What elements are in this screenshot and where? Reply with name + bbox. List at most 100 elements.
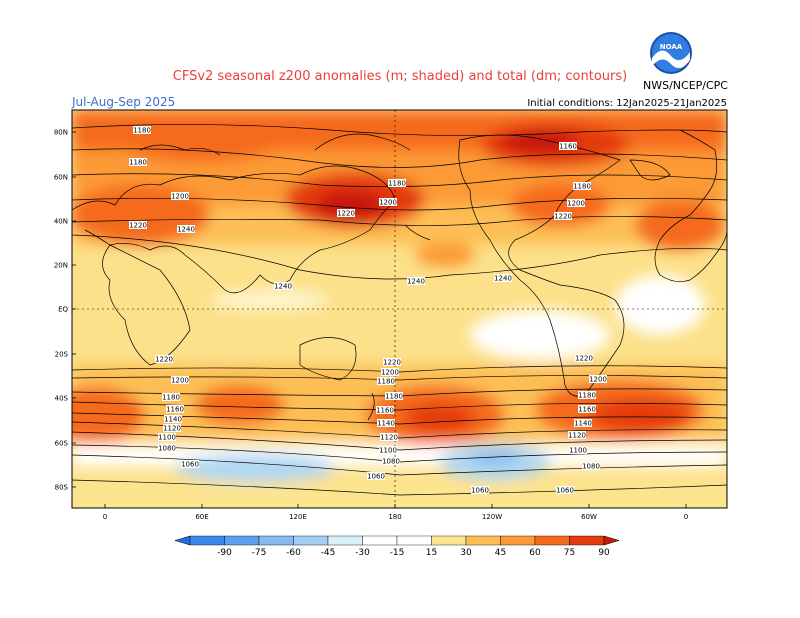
colorbar-label: 30 bbox=[460, 548, 472, 558]
contour-label: 1220 bbox=[575, 355, 593, 363]
contour-label: 1120 bbox=[380, 434, 398, 442]
colorbar-label: 90 bbox=[598, 548, 610, 558]
lon-tick-label: 120W bbox=[482, 513, 502, 521]
lon-tick-label: 180 bbox=[388, 513, 401, 521]
contour-label: 1200 bbox=[381, 369, 399, 377]
contour-label: 1180 bbox=[578, 392, 596, 400]
contour-label: 1160 bbox=[559, 143, 577, 151]
contour-label: 1200 bbox=[589, 376, 607, 384]
noaa-logo-icon: NOAA bbox=[650, 32, 692, 74]
contour-label: 1200 bbox=[171, 193, 189, 201]
lat-tick-label: 20N bbox=[54, 262, 68, 270]
map-area bbox=[72, 110, 727, 508]
colorbar-segment bbox=[500, 535, 536, 546]
contour-label: 1100 bbox=[569, 447, 587, 455]
colorbar-segment bbox=[327, 535, 363, 546]
colorbar-segment bbox=[431, 535, 467, 546]
colorbar-label: -45 bbox=[321, 548, 336, 558]
contour-label: 1200 bbox=[379, 199, 397, 207]
contour-label: 1180 bbox=[133, 127, 151, 135]
colorbar-right-arrow bbox=[603, 535, 620, 546]
colorbar-labels: -90 -75 -60 -45 -30 -15 15 30 45 60 75 90 bbox=[217, 548, 610, 558]
colorbar-segment bbox=[534, 535, 570, 546]
colorbar-label: -75 bbox=[252, 548, 267, 558]
lat-tick-label: EQ bbox=[58, 306, 68, 314]
forecast-period: Jul-Aug-Sep 2025 bbox=[71, 95, 175, 109]
colorbar-segment bbox=[293, 535, 329, 546]
colorbar-segment bbox=[465, 535, 501, 546]
colorbar-label: -15 bbox=[390, 548, 405, 558]
lat-tick-label: 20S bbox=[55, 351, 69, 359]
lat-tick-label: 60N bbox=[54, 174, 68, 182]
colorbar-label: 45 bbox=[495, 548, 506, 558]
contour-label: 1080 bbox=[382, 458, 400, 466]
contour-label: 1180 bbox=[385, 393, 403, 401]
colorbar-segment bbox=[362, 535, 398, 546]
contour-label: 1180 bbox=[162, 394, 180, 402]
colorbar-label: 15 bbox=[426, 548, 437, 558]
figure-title: CFSv2 seasonal z200 anomalies (m; shaded… bbox=[173, 69, 627, 84]
contour-label: 1140 bbox=[164, 416, 182, 424]
contour-label: 1200 bbox=[171, 377, 189, 385]
grid-lines bbox=[72, 110, 727, 508]
lat-tick-label: 80N bbox=[54, 129, 68, 137]
colorbar-label: -30 bbox=[355, 548, 370, 558]
colorbar-segment bbox=[224, 535, 260, 546]
contour-label: 1160 bbox=[166, 406, 184, 414]
svg-text:NOAA: NOAA bbox=[660, 43, 683, 51]
contour-label: 1220 bbox=[554, 213, 572, 221]
contour-label: 1180 bbox=[129, 159, 147, 167]
contour-label: 1220 bbox=[155, 356, 173, 364]
colorbar-label: -60 bbox=[286, 548, 301, 558]
contour-label: 1060 bbox=[367, 473, 385, 481]
lon-tick-label: 60W bbox=[581, 513, 597, 521]
lat-tick-label: 80S bbox=[55, 484, 69, 492]
contour-label: 1160 bbox=[578, 406, 596, 414]
lon-tick-label: 0 bbox=[684, 513, 688, 521]
colorbar-label: 60 bbox=[529, 548, 541, 558]
contour-label: 1160 bbox=[376, 407, 394, 415]
contour-label: 1180 bbox=[377, 378, 395, 386]
contour-label: 1180 bbox=[573, 183, 591, 191]
colorbar-segment bbox=[258, 535, 294, 546]
contour-label: 1140 bbox=[574, 420, 592, 428]
contour-label: 1220 bbox=[383, 359, 401, 367]
lat-tick-label: 40S bbox=[55, 395, 69, 403]
contour-label: 1240 bbox=[274, 283, 292, 291]
contour-label: 1100 bbox=[379, 447, 397, 455]
initial-conditions: Initial conditions: 12Jan2025-21Jan2025 bbox=[527, 98, 727, 109]
contour-label: 1060 bbox=[556, 487, 574, 495]
lat-tick-label: 60S bbox=[55, 440, 69, 448]
contour-label: 1220 bbox=[129, 222, 147, 230]
lon-tick-label: 60E bbox=[195, 513, 208, 521]
contour-label: 1120 bbox=[568, 432, 586, 440]
lon-tick-label: 120E bbox=[289, 513, 307, 521]
colorbar-segment bbox=[189, 535, 225, 546]
colorbar bbox=[174, 535, 620, 546]
contour-label: 1180 bbox=[388, 180, 406, 188]
contour-label: 1240 bbox=[494, 275, 512, 283]
colorbar-label: 75 bbox=[564, 548, 575, 558]
contour-label: 1240 bbox=[407, 278, 425, 286]
contour-label: 1200 bbox=[567, 200, 585, 208]
contour-label: 1100 bbox=[158, 434, 176, 442]
colorbar-left-arrow bbox=[174, 535, 191, 546]
colorbar-label: -90 bbox=[217, 548, 232, 558]
longitude-ticks: 0 60E 120E 180 120W 60W 0 bbox=[103, 504, 688, 521]
contour-label: 1140 bbox=[377, 420, 395, 428]
lon-tick-label: 0 bbox=[103, 513, 107, 521]
lat-tick-label: 40N bbox=[54, 218, 68, 226]
agency-label: NWS/NCEP/CPC bbox=[643, 79, 728, 92]
contour-label: 1240 bbox=[177, 226, 195, 234]
coastlines bbox=[72, 129, 727, 421]
contour-label: 1080 bbox=[158, 445, 176, 453]
latitude-ticks: 80N 60N 40N 20N EQ 20S 40S 60S 80S bbox=[54, 129, 76, 492]
colorbar-segment bbox=[569, 535, 605, 546]
contour-label: 1120 bbox=[163, 425, 181, 433]
contour-label: 1220 bbox=[337, 210, 355, 218]
contour-label: 1060 bbox=[471, 487, 489, 495]
contour-label: 1080 bbox=[582, 463, 600, 471]
colorbar-segment bbox=[396, 535, 432, 546]
